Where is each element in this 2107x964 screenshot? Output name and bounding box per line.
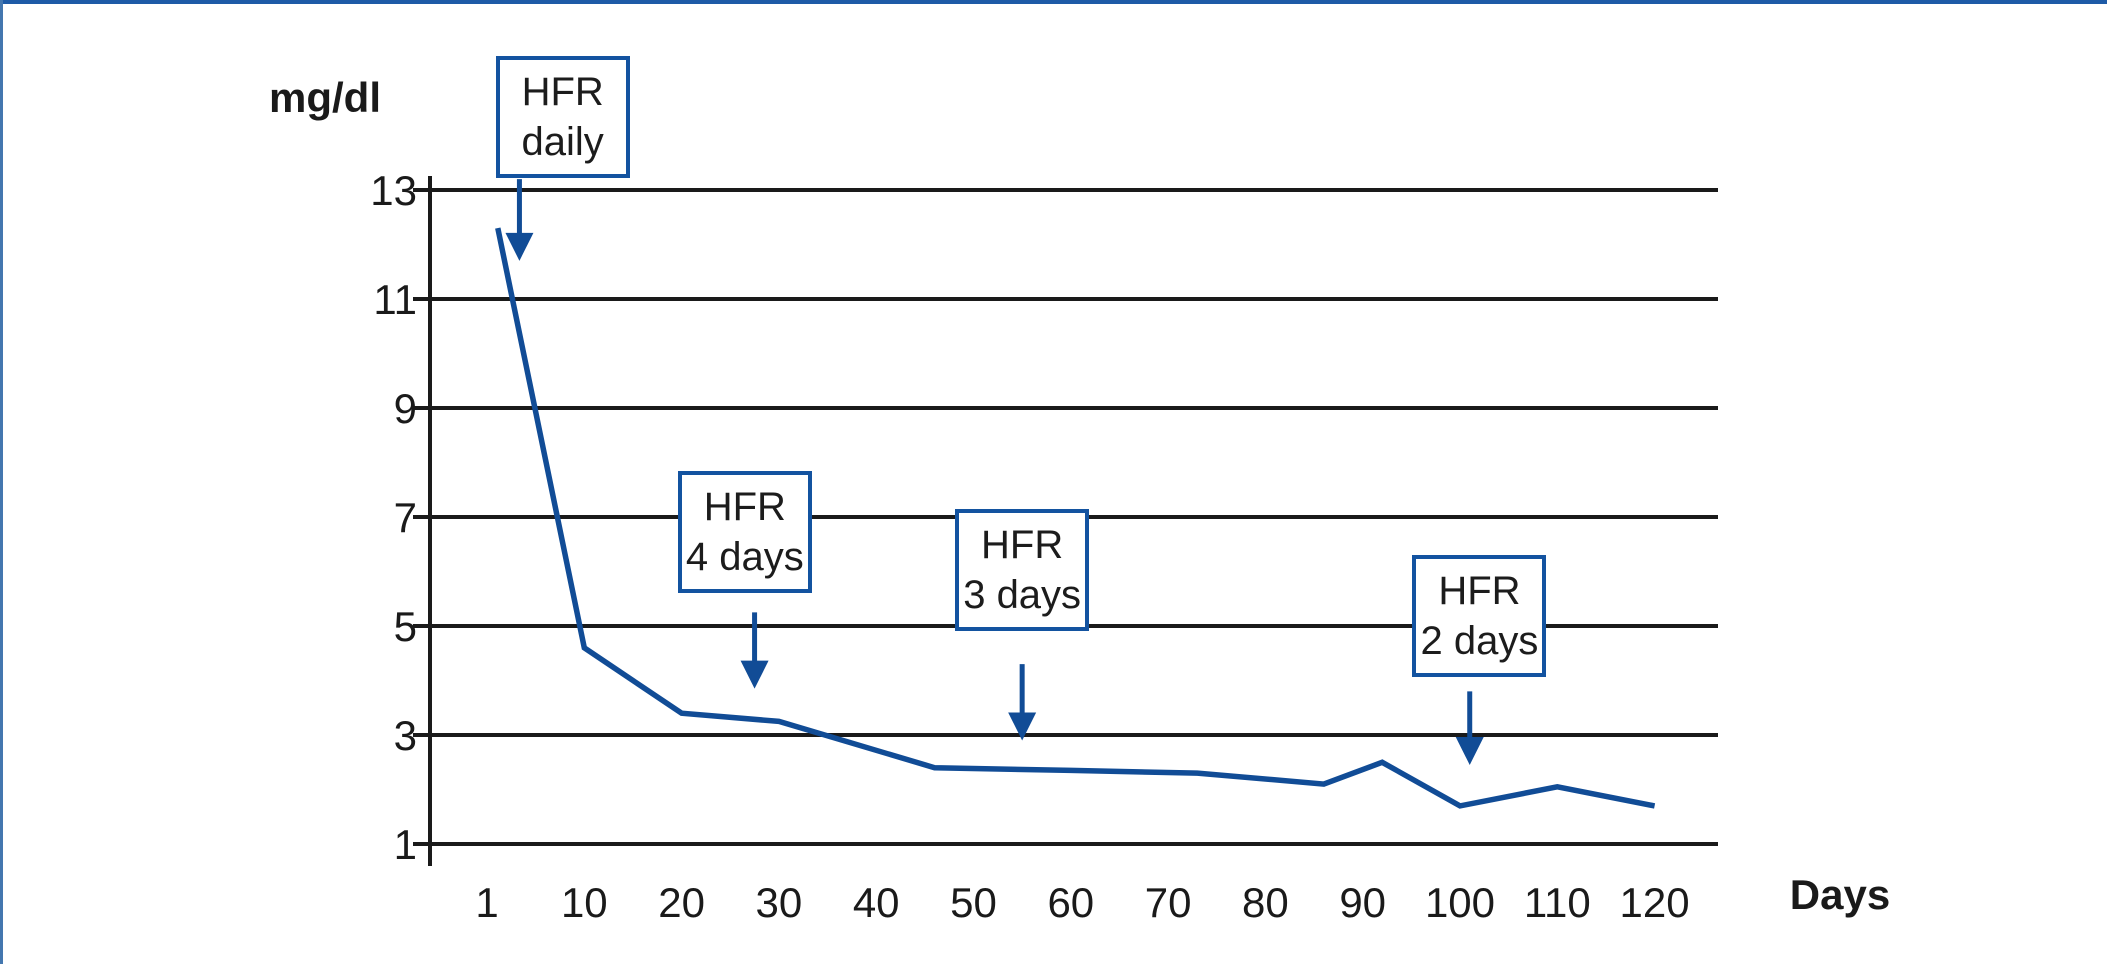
hfr-arrow-head	[1455, 736, 1484, 765]
hfr-arrow-head	[505, 232, 534, 261]
annotation-hfr-3-days: HFR 3 days	[955, 508, 1090, 631]
annotation-hfr-4-days: HFR 4 days	[677, 470, 812, 593]
annotation-line2: daily	[521, 120, 604, 165]
annotation-line1: HFR	[1438, 569, 1521, 614]
annotation-arrows	[505, 179, 1484, 765]
x-axis-title: Days	[1789, 871, 1891, 918]
data-series	[495, 227, 1656, 809]
annotation-line1: HFR	[981, 522, 1064, 567]
x-tick-label-70: 70	[1145, 879, 1192, 926]
y-tick-label-5: 5	[394, 603, 417, 650]
x-tick-label-80: 80	[1242, 879, 1289, 926]
x-tick-label-110: 110	[1524, 879, 1591, 926]
y-tick-label-9: 9	[394, 385, 417, 432]
annotation-line2: 2 days	[1420, 619, 1539, 664]
x-tick-label-10: 10	[561, 879, 608, 926]
y-tick-label-13: 13	[370, 167, 417, 214]
x-tick-label-20: 20	[658, 879, 705, 926]
x-tick-label-120: 120	[1620, 879, 1690, 926]
x-tick-label-30: 30	[756, 879, 803, 926]
hfr-arrow-head	[1008, 712, 1037, 741]
x-tick-label-60: 60	[1047, 879, 1094, 926]
frame-left-border	[0, 0, 3, 964]
x-tick-label-90: 90	[1339, 879, 1386, 926]
x-tick-label-40: 40	[853, 879, 900, 926]
hfr-arrow-head	[740, 660, 769, 689]
y-tick-label-11: 11	[373, 276, 417, 323]
frame-top-border	[0, 0, 2107, 4]
x-tick-label-1: 1	[475, 879, 498, 926]
y-tick-label-1: 1	[394, 821, 417, 868]
y-tick-label-3: 3	[394, 712, 417, 759]
annotation-line1: HFR	[703, 484, 786, 529]
serum-value-line	[495, 227, 1656, 809]
annotation-hfr-2-days: HFR 2 days	[1412, 555, 1547, 678]
annotation-line1: HFR	[521, 70, 604, 115]
annotation-line2: 3 days	[963, 572, 1082, 617]
y-axis-title: mg/dl	[269, 74, 381, 121]
x-tick-label-100: 100	[1425, 879, 1495, 926]
annotation-line2: 4 days	[685, 534, 804, 579]
y-tick-label-7: 7	[394, 494, 417, 541]
x-tick-label-50: 50	[950, 879, 997, 926]
annotation-hfr-daily: HFR daily	[495, 56, 630, 179]
